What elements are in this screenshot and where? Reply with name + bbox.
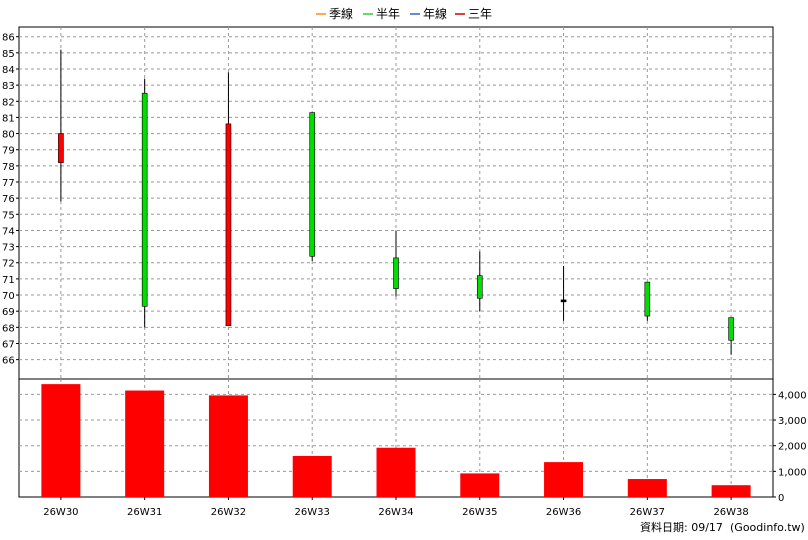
- volume-y-axis: 0 1,000 2,000 3,000 4,000: [773, 390, 807, 504]
- price-tick-label: 68: [2, 323, 15, 334]
- x-tick-label: 26W34: [378, 507, 413, 518]
- volume-bar-26W38: [711, 485, 751, 497]
- price-tick-label: 78: [2, 162, 15, 173]
- volume-bar-26W32: [208, 395, 248, 497]
- x-tick-label: 26W36: [546, 507, 581, 518]
- candle-body: [560, 299, 567, 303]
- volume-bar-26W36: [544, 462, 584, 497]
- price-tick-label: 73: [2, 243, 15, 254]
- price-tick-label: 77: [2, 178, 15, 189]
- volume-panel: 0 1,000 2,000 3,000 4,000: [18, 378, 807, 504]
- price-tick-label: 86: [2, 33, 15, 44]
- source-label: (Goodinfo.tw): [730, 521, 805, 534]
- volume-bar-series: [41, 384, 751, 497]
- volume-bar-26W37: [627, 479, 667, 497]
- legend-item-0: 季線: [329, 6, 353, 21]
- candle-body: [393, 257, 399, 289]
- price-tick-label: 84: [2, 65, 15, 76]
- candle-26W33: [309, 112, 316, 262]
- candle-body: [476, 275, 483, 299]
- volume-bar-26W31: [125, 390, 165, 497]
- price-panel: 66 67 68 69 70 71 72 73 74 75 76 77 78 79 80 81 82 83 84 85…: [2, 26, 774, 380]
- legend-item-1: 半年: [376, 7, 400, 21]
- candle-26W32: [225, 72, 232, 327]
- price-tick-label: 75: [2, 210, 15, 221]
- price-tick-label: 69: [2, 307, 15, 318]
- volume-bar-26W33: [292, 455, 332, 497]
- price-tick-label: 82: [2, 97, 15, 108]
- price-tick-label: 81: [2, 113, 15, 124]
- volume-tick-label: 0: [778, 493, 784, 504]
- price-y-axis: 66 67 68 69 70 71 72 73 74 75 76 77 78 79 80 81 82 83 84 85…: [2, 33, 19, 367]
- volume-tick-label: 3,000: [778, 416, 807, 427]
- x-tick-label: 26W35: [462, 507, 497, 518]
- price-grid: [19, 27, 773, 379]
- x-tick-label: 26W33: [295, 507, 330, 518]
- legend-item-3: 三年: [468, 7, 492, 21]
- volume-bar-26W34: [376, 447, 416, 497]
- price-tick-label: 71: [2, 275, 15, 286]
- x-tick-label: 26W30: [43, 507, 78, 518]
- volume-bar-26W35: [460, 473, 500, 497]
- candle-26W31: [141, 78, 148, 328]
- x-axis: 26W30 26W31 26W32 26W33 26W34 26W35 26W36 26W37…: [43, 497, 749, 518]
- x-tick-label: 26W31: [127, 507, 162, 518]
- candle-body: [58, 133, 64, 163]
- candlestick-series: [58, 49, 734, 355]
- candle-26W36: [560, 265, 567, 321]
- price-tick-label: 80: [2, 130, 15, 141]
- candle-26W35: [476, 251, 483, 312]
- legend: 季線 半年 年線 三年: [316, 6, 492, 21]
- price-tick-label: 66: [2, 356, 15, 367]
- volume-bar-26W30: [41, 384, 81, 497]
- data-date-label: 資料日期: 09/17: [640, 520, 723, 534]
- candle-body: [141, 92, 148, 307]
- volume-tick-label: 4,000: [778, 390, 807, 401]
- candle-26W38: [728, 317, 734, 355]
- candle-body: [644, 281, 651, 317]
- price-tick-label: 76: [2, 194, 15, 205]
- price-tick-label: 72: [2, 259, 15, 270]
- legend-item-2: 年線: [423, 6, 447, 21]
- price-tick-label: 67: [2, 339, 15, 350]
- candle-26W30: [58, 49, 64, 202]
- candle-body: [309, 112, 316, 257]
- volume-tick-label: 1,000: [778, 467, 807, 478]
- price-tick-label: 70: [2, 291, 15, 302]
- price-tick-label: 85: [2, 49, 15, 60]
- candle-26W34: [393, 230, 399, 297]
- candle-26W37: [644, 281, 651, 321]
- x-tick-label: 26W32: [211, 507, 246, 518]
- x-tick-label: 26W38: [713, 507, 748, 518]
- x-tick-label: 26W37: [630, 507, 665, 518]
- candle-body: [728, 317, 734, 341]
- candle-body: [225, 123, 232, 327]
- price-tick-label: 79: [2, 146, 15, 157]
- price-tick-label: 74: [2, 226, 15, 237]
- volume-tick-label: 2,000: [778, 442, 807, 453]
- price-tick-label: 83: [2, 81, 15, 92]
